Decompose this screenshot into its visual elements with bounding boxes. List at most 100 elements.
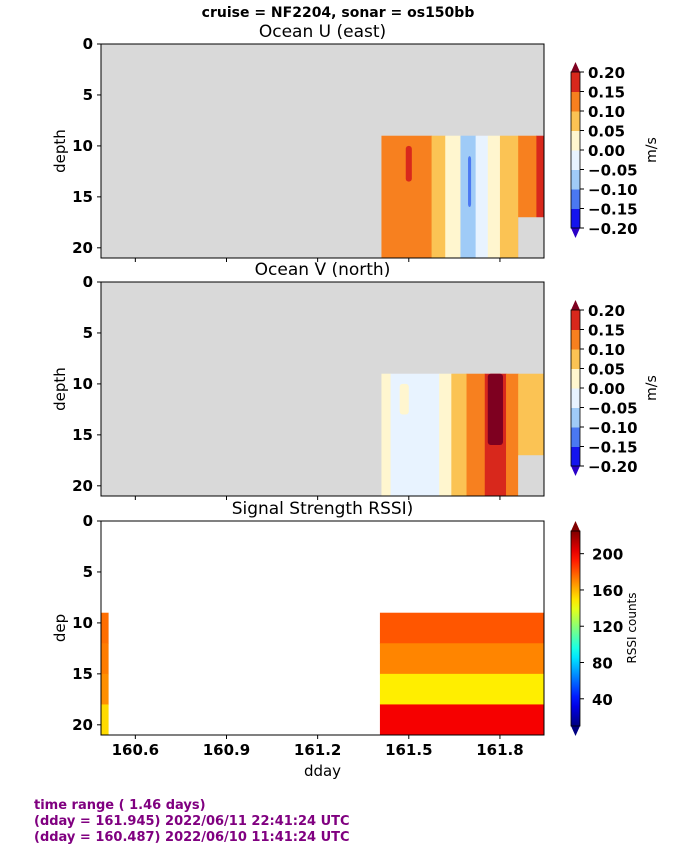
colorbar-extend-max [571,62,580,72]
colorbar-segment-2 [571,427,580,447]
velocity-column-1 [381,373,392,496]
y-tick-label: 10 [72,137,93,155]
y-tick-label: 10 [72,375,93,393]
panel-3: Signal Strength RSSI) 0 5 10 15 20 dep 160.6 160… [51,499,639,780]
velocity-column-7 [499,135,519,258]
colorbar-tick-label: −0.20 [588,458,638,476]
velocity-column-4 [451,373,468,496]
velocity-column-7 [506,373,519,496]
nodata-patch-1 [518,455,544,496]
colorbar-label: RSSI counts [625,592,639,663]
nodata-patch-1 [518,217,544,258]
rssi-band-3 [379,673,544,705]
velocity-column-2 [390,373,440,496]
figure-title: cruise = NF2204, sonar = os150bb [202,5,475,21]
colorbar-tick-label: 0.10 [588,341,625,359]
plot-frame [100,281,545,497]
colorbar-segment-6 [571,349,580,369]
time-range-end: (dday = 161.945) 2022/06/11 22:41:24 UTC [34,814,350,829]
colorbar-extend-min [571,726,580,736]
time-range-start: (dday = 160.487) 2022/06/10 11:41:24 UTC [34,830,350,845]
velocity-feature-1 [405,145,412,182]
colorbar-tick-label: 200 [592,546,623,564]
rssi-edge-strip-cell-3 [101,673,109,705]
colorbar-tick-label: 80 [592,655,613,673]
colorbar-tick-label: −0.10 [588,181,638,199]
y-tick-label: 15 [72,188,93,206]
colorbar-segment-7 [571,329,580,350]
colorbar-tick-label: 120 [592,618,623,636]
colorbar-gradient [571,531,580,726]
colorbar-segment-5 [571,368,580,389]
y-tick-label: 5 [83,563,93,581]
colorbar-tick-label: 0.00 [588,142,625,160]
colorbar-segment-2 [571,189,580,209]
colorbar-label: m/s [644,137,660,163]
colorbar-tick-label: −0.05 [588,162,638,180]
x-tick-label: 160.9 [203,741,250,759]
y-tick-label: 0 [83,512,93,530]
panel-2: Ocean V (north) 0 5 10 15 20 depth 0.20 0.150.10… [51,260,660,500]
rssi-band-2 [379,643,544,675]
velocity-column-9 [536,135,544,258]
rssi-edge-strip-cell-4 [101,704,109,735]
colorbar-frame [570,530,581,727]
colorbar-tick-label: 0.15 [588,84,625,102]
x-tick-label: 161.5 [385,741,432,759]
y-axis-label: depth [51,367,69,411]
y-tick-label: 20 [72,239,93,257]
y-axis-label: dep [51,614,69,642]
x-axis-label: dday [304,762,341,780]
y-tick-label: 10 [72,614,93,632]
panel-title: Ocean U (east) [259,22,386,42]
colorbar-tick-label: −0.05 [588,400,638,418]
colorbar: 40 80 120 160 200 RSSI counts [570,521,639,736]
velocity-column-5 [475,135,489,258]
rssi-edge-strip-cell-2 [101,643,109,675]
colorbar-extend-min [571,466,580,476]
x-tick-label: 160.6 [112,741,159,759]
colorbar-extend-max [571,521,580,531]
colorbar-tick-label: 0.10 [588,103,625,121]
x-tick-label: 161.8 [476,741,523,759]
colorbar-segment-3 [571,169,580,190]
plot-area [101,282,544,496]
colorbar-tick-label: 40 [592,691,613,709]
colorbar-tick-label: 0.15 [588,322,625,340]
colorbar-segment-4 [571,388,580,408]
time-range-footer: time range ( 1.46 days) (dday = 161.945)… [34,798,350,846]
rssi-band-1 [379,612,544,644]
y-axis-label: depth [51,129,69,173]
plot-area [101,44,544,258]
panel-title: Signal Strength RSSI) [232,499,414,519]
y-tick-label: 0 [83,35,93,53]
colorbar: 0.20 0.150.10 0.050.00 −0.05−0.10 −0.15−0.20… [570,62,660,238]
colorbar-segment-7 [571,91,580,112]
panel-title: Ocean V (north) [255,260,391,280]
colorbar-tick-label: 160 [592,582,623,600]
velocity-column-5 [466,373,486,496]
colorbar-segment-8 [571,310,580,330]
colorbar-tick-label: 0.20 [588,64,625,82]
rssi-band-4 [379,704,544,735]
y-tick-label: 5 [83,86,93,104]
plot-area [101,521,544,735]
colorbar-tick-label: −0.15 [588,201,638,219]
plot-panels: Ocean U (east)05101520depth0.200.150.100… [51,22,660,780]
colorbar-label: m/s [644,375,660,401]
velocity-column-3 [445,135,461,258]
velocity-column-6 [487,135,501,258]
plot-frame [100,43,545,259]
colorbar-tick-label: −0.10 [588,419,638,437]
y-tick-label: 15 [72,426,93,444]
panel-1: Ocean U (east) 0 5 10 15 20 depth 0.20 0.150.10 0… [51,22,660,262]
colorbar-tick-label: 0.20 [588,302,625,320]
colorbar-extend-max [571,300,580,310]
time-range-label: time range ( 1.46 days) [34,798,206,813]
colorbar-tick-label: 0.05 [588,361,625,379]
colorbar-tick-label: −0.20 [588,220,638,238]
velocity-feature-2 [399,383,409,415]
colorbar-segment-3 [571,407,580,428]
velocity-column-3 [439,373,452,496]
plot-frame [100,520,545,736]
